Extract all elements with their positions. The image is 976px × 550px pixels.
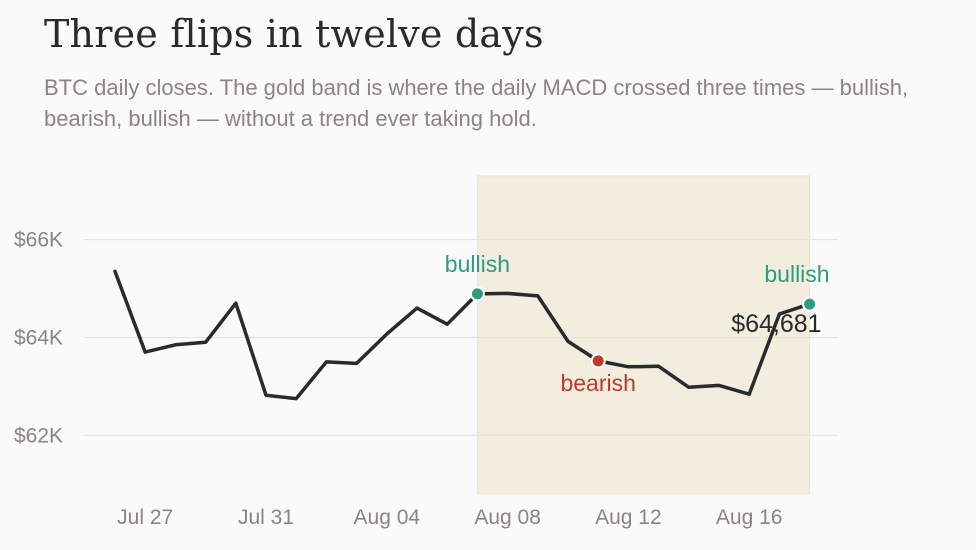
bullish-crossover-marker	[469, 286, 485, 302]
bullish-crossover-label: bullish	[764, 261, 829, 287]
macd-crossover-band	[476, 175, 811, 495]
x-tick-label: Aug 12	[595, 506, 662, 529]
chart-title: Three flips in twelve days	[44, 12, 544, 56]
y-tick-label: $64K	[14, 326, 63, 349]
x-tick-label: Aug 16	[716, 506, 783, 529]
bearish-crossover-label: bearish	[560, 370, 635, 396]
x-tick-label: Aug 04	[354, 506, 421, 529]
bearish-crossover-marker	[590, 353, 606, 369]
bullish-crossover-label: bullish	[445, 251, 510, 277]
y-tick-label: $66K	[14, 229, 63, 252]
last-value-label: $64,681	[731, 310, 821, 338]
y-tick-label: $62K	[14, 424, 63, 447]
x-tick-label: Aug 08	[474, 506, 541, 529]
btc-close-line	[113, 269, 812, 401]
chart-subtitle: BTC daily closes. The gold band is where…	[44, 75, 909, 131]
x-tick-label: Jul 31	[238, 506, 294, 529]
bullish-crossover-marker	[802, 296, 818, 312]
x-tick-label: Jul 27	[117, 506, 173, 529]
